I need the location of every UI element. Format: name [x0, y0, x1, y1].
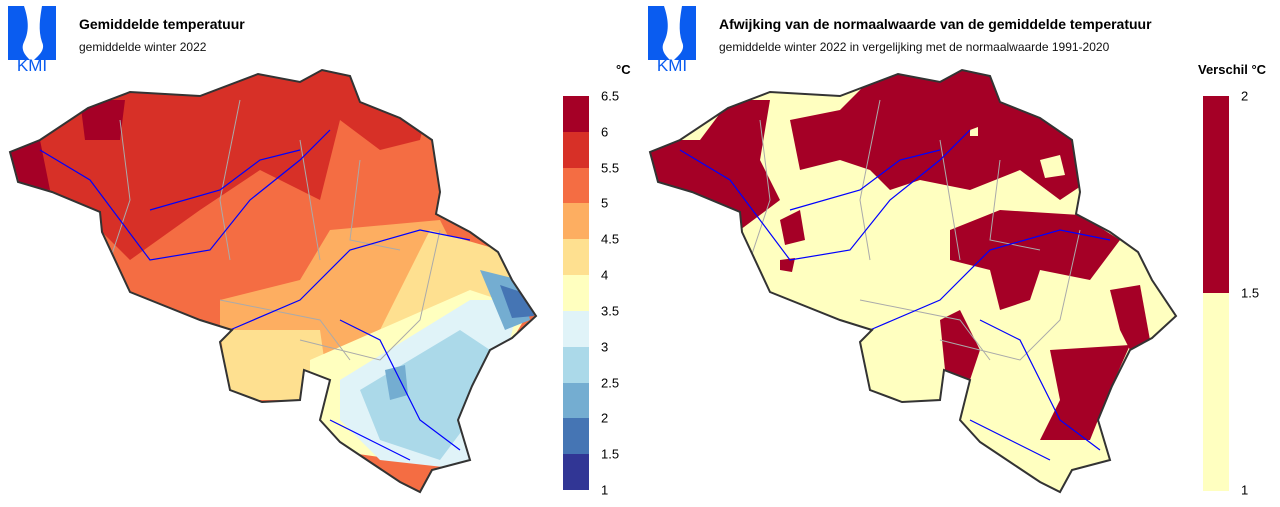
legend-swatch [1203, 293, 1229, 491]
rivers [679, 129, 1111, 461]
legend-swatch [563, 203, 589, 240]
legend-unit: Verschil °C [1198, 62, 1267, 77]
province-borders [749, 99, 1081, 361]
legend-swatch [563, 454, 589, 491]
legend-tick-label: 4.5 [601, 231, 620, 247]
map-subtitle: gemiddelde winter 2022 in vergelijking m… [719, 40, 1110, 54]
legend-tick-label: 3 [601, 339, 609, 355]
kmi-logo: KMI [8, 6, 56, 72]
zone-6-6.5 [80, 100, 125, 140]
legend-tick-label: 2 [601, 410, 609, 426]
legend-swatch [563, 346, 589, 384]
map-title: Afwijking van de normaalwaarde van de ge… [719, 16, 1152, 32]
legend-swatch [563, 275, 589, 312]
legend-swatch [563, 167, 589, 204]
legend-tick-label: 4 [601, 267, 609, 283]
zone-1.5-2 [500, 285, 534, 318]
legend-tick-label: 5 [601, 195, 609, 211]
legend-tick-label: 1.5 [601, 446, 620, 462]
legend-tick-label: 6 [601, 124, 609, 140]
zone-2.5-3 [360, 330, 490, 460]
logo-text: KMI [17, 56, 47, 72]
legend-swatch [563, 418, 589, 455]
temperature-legend: 6.5 6 5.5 5 4.5 4 3.5 3 2.5 2 1.5 1 [563, 89, 619, 498]
province-borders [109, 99, 441, 361]
legend-swatch [563, 239, 589, 276]
legend-tick-label: 3.5 [601, 303, 620, 319]
legend-unit: °C [616, 62, 631, 77]
map-title: Gemiddelde temperatuur [79, 16, 245, 32]
left-panel: KMI Gemiddelde temperatuur gemiddelde wi… [8, 6, 631, 498]
legend-tick-label: 1 [1241, 482, 1249, 498]
temperature-map [9, 69, 537, 493]
legend-swatch [563, 382, 589, 419]
map-subtitle: gemiddelde winter 2022 [79, 40, 207, 54]
kmi-logo: KMI [648, 6, 696, 72]
anomaly-map [649, 69, 1177, 493]
legend-swatch [563, 131, 589, 169]
legend-tick-label: 5.5 [601, 160, 620, 176]
right-panel: KMI Afwijking van de normaalwaarde van d… [640, 0, 1280, 507]
legend-tick-label: 6.5 [601, 88, 620, 104]
legend-tick-label: 2.5 [601, 375, 620, 391]
legend-swatch [563, 96, 589, 133]
rivers [39, 129, 471, 461]
legend-tick-label: 2 [1241, 88, 1249, 104]
logo-text: KMI [657, 56, 687, 72]
legend-tick-label: 1 [601, 482, 609, 498]
legend-swatch [1203, 96, 1229, 294]
anomaly-legend: 2 1.5 1 [1203, 89, 1259, 498]
legend-tick-label: 1.5 [1241, 285, 1260, 301]
legend-swatch [563, 310, 589, 348]
